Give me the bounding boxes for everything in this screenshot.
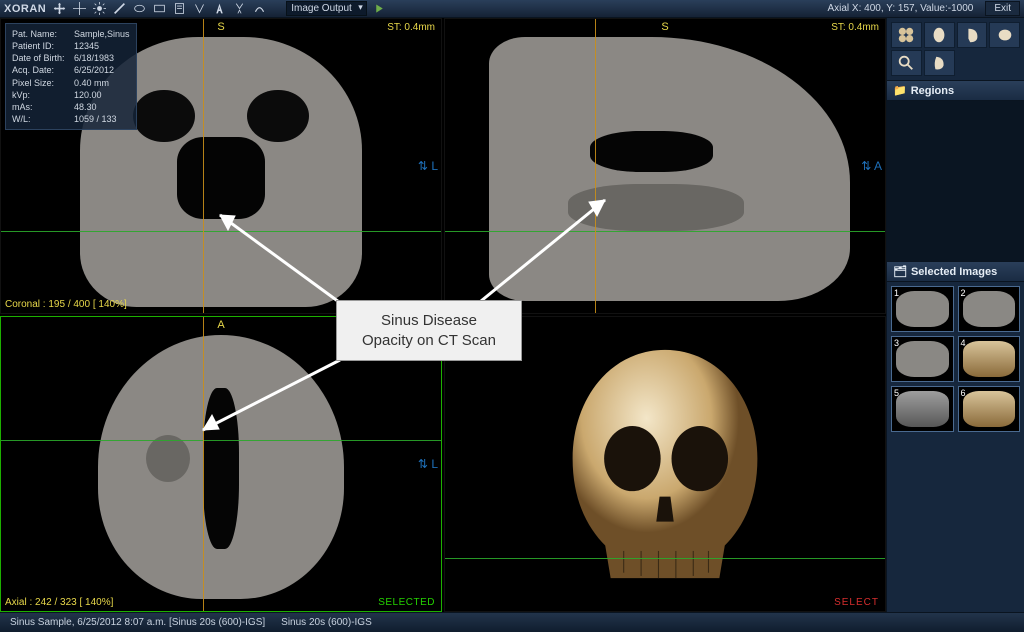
- orient-label: S: [661, 21, 668, 33]
- orient-label: A: [217, 319, 224, 331]
- arrow-icon: [185, 355, 350, 440]
- skull-3d-icon: [555, 339, 775, 589]
- slice-thickness-label: ST: 0.4mm: [387, 22, 435, 33]
- annotation-callout: Sinus Disease Opacity on CT Scan: [336, 300, 522, 361]
- select-tag: SELECT: [834, 597, 879, 608]
- top-toolbar: XORAN Image Output Axial X: 400, Y: 157,…: [0, 0, 1024, 18]
- note-tool-icon[interactable]: [172, 2, 186, 16]
- thumbnail[interactable]: 4: [958, 336, 1021, 382]
- image-output-dropdown[interactable]: Image Output: [286, 1, 367, 16]
- regions-heading[interactable]: 📁 Regions: [887, 80, 1024, 101]
- ellipse-tool-icon[interactable]: [132, 2, 146, 16]
- orient-label: ⇅ L: [418, 457, 438, 471]
- slice-position-label: Axial : 242 / 323 [ 140%]: [5, 597, 113, 608]
- mode-head-front-button[interactable]: [924, 22, 955, 48]
- thumbnail[interactable]: 3: [891, 336, 954, 382]
- mode-head-3q-button[interactable]: [924, 50, 955, 76]
- crosshair-tool-icon[interactable]: [72, 2, 86, 16]
- dropdown-go-icon[interactable]: [373, 2, 387, 16]
- ruler-tool-icon[interactable]: [112, 2, 126, 16]
- mode-head-top-button[interactable]: [989, 22, 1020, 48]
- side-panel: 📁 Regions 🗂 Selected Images 1 2 3 4 5 6: [886, 18, 1024, 612]
- rect-tool-icon[interactable]: [152, 2, 166, 16]
- angle-tool-icon[interactable]: [192, 2, 206, 16]
- text-tool-icon[interactable]: [212, 2, 226, 16]
- thumbnail[interactable]: 1: [891, 286, 954, 332]
- orient-label: ⇅ L: [418, 159, 438, 173]
- brightness-tool-icon[interactable]: [92, 2, 106, 16]
- mode-grid4-button[interactable]: [891, 22, 922, 48]
- selected-images-heading[interactable]: 🗂 Selected Images: [887, 261, 1024, 282]
- orient-label: ⇅ A: [861, 159, 882, 173]
- coordinate-readout: Axial X: 400, Y: 157, Value:-1000: [827, 3, 973, 14]
- patient-info-overlay: Pat. Name:Sample,Sinus Patient ID:12345 …: [5, 23, 137, 130]
- status-bar: Sinus Sample, 6/25/2012 8:07 a.m. [Sinus…: [0, 612, 1024, 632]
- mode-head-side-button[interactable]: [957, 22, 988, 48]
- mode-zoom-button[interactable]: [891, 50, 922, 76]
- folder-icon: 📁: [893, 84, 907, 97]
- thumbnail[interactable]: 6: [958, 386, 1021, 432]
- status-left: Sinus Sample, 6/25/2012 8:07 a.m. [Sinus…: [10, 617, 265, 628]
- thumbnail[interactable]: 2: [958, 286, 1021, 332]
- move-tool-icon[interactable]: [52, 2, 66, 16]
- arrow-icon: [465, 185, 620, 315]
- app-logo: XORAN: [4, 3, 46, 15]
- selected-thumbnails: 1 2 3 4 5 6: [887, 282, 1024, 436]
- view-mode-grid: [887, 18, 1024, 80]
- images-icon: 🗂: [893, 265, 907, 278]
- calipers-tool-icon[interactable]: [232, 2, 246, 16]
- status-mid: Sinus 20s (600)-IGS: [281, 617, 372, 628]
- orient-label: S: [217, 21, 224, 33]
- regions-panel-body: [887, 101, 1024, 261]
- exit-button[interactable]: Exit: [985, 1, 1020, 16]
- slice-thickness-label: ST: 0.4mm: [831, 22, 879, 33]
- arch-tool-icon[interactable]: [252, 2, 266, 16]
- slice-position-label: Coronal : 195 / 400 [ 140%]: [5, 299, 127, 310]
- thumbnail[interactable]: 5: [891, 386, 954, 432]
